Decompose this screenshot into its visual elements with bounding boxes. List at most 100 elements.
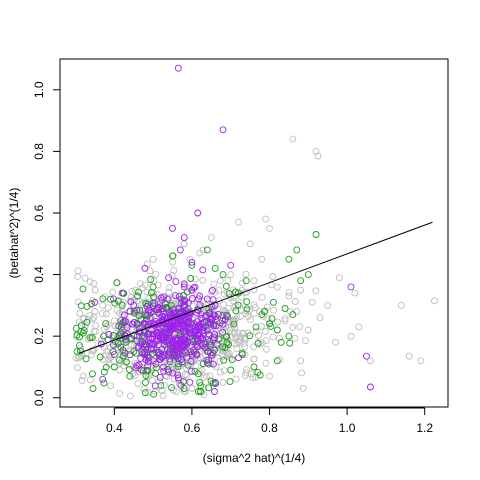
data-point [205,340,213,348]
data-point [225,350,233,358]
data-point [100,368,108,376]
data-point [145,330,153,338]
data-point [107,382,115,390]
data-point [113,279,121,287]
data-point [183,353,191,361]
data-point [119,346,127,354]
data-point [172,292,179,300]
data-point [180,336,187,344]
data-point [417,357,425,365]
data-point [147,367,155,375]
data-point [289,135,297,143]
data-point [221,290,228,298]
data-point [205,297,213,305]
data-point [223,311,231,319]
data-point [96,353,104,361]
data-point [304,271,312,279]
data-point [174,371,182,379]
data-point [196,292,204,300]
data-point [187,358,195,365]
data-point [110,363,118,371]
data-point [122,338,130,346]
data-point [281,305,289,312]
data-point [258,339,266,347]
data-point [266,320,273,328]
data-point [160,363,167,371]
data-point [291,334,299,342]
data-point [163,373,171,380]
data-point [82,355,90,363]
data-point [185,328,193,336]
data-point [155,355,163,363]
data-point [118,289,126,297]
data-point [120,311,128,319]
data-point [277,338,285,346]
data-point [312,147,320,155]
data-point [123,323,131,331]
x-tick-label: 1.0 [339,421,356,435]
data-point [117,334,125,342]
data-point [202,322,210,330]
x-tick-label: 0.6 [184,421,201,435]
data-point [210,334,218,342]
data-point [335,274,343,282]
data-point [247,370,255,378]
data-point [116,332,124,340]
data-point [133,306,141,314]
data-point [212,313,220,320]
data-point [266,224,273,232]
data-point [183,288,191,296]
data-point [91,286,99,294]
data-point [297,357,305,365]
data-point [127,293,135,301]
y-tick-label: 0.0 [32,389,46,406]
data-point [211,330,219,338]
data-point [74,298,82,306]
data-point [227,271,235,279]
data-point [150,293,158,301]
data-point [232,375,240,383]
data-point [134,297,142,305]
data-point [86,376,94,384]
data-point [206,341,214,349]
data-point [188,261,196,269]
data-point [114,324,122,332]
data-point [258,255,266,263]
data-point [140,319,148,327]
data-point [142,320,150,328]
data-point [180,292,188,299]
data-point [252,323,260,331]
data-point [241,336,249,344]
data-point [219,126,227,134]
data-point [130,348,138,356]
data-point [214,305,222,313]
data-point [252,373,260,381]
data-point [200,374,208,382]
data-point [246,240,254,248]
data-point [212,322,220,330]
data-point [157,381,165,389]
data-point [122,358,130,366]
data-point [104,304,112,312]
data-point [72,354,80,362]
data-point [227,294,235,301]
data-point [125,365,133,373]
data-point [273,326,281,334]
data-point [174,355,182,362]
data-point [149,283,157,291]
data-point [109,288,117,296]
data-point [110,317,118,325]
data-point [155,303,163,311]
data-point [90,345,98,353]
data-point [347,283,355,291]
data-point [105,352,113,360]
data-point [158,296,166,304]
data-point [141,311,149,319]
data-point [116,389,124,397]
data-point [233,345,241,353]
data-point [103,323,111,330]
data-point [191,283,199,291]
data-point [219,328,227,336]
data-point [180,322,188,330]
data-point [274,318,282,326]
